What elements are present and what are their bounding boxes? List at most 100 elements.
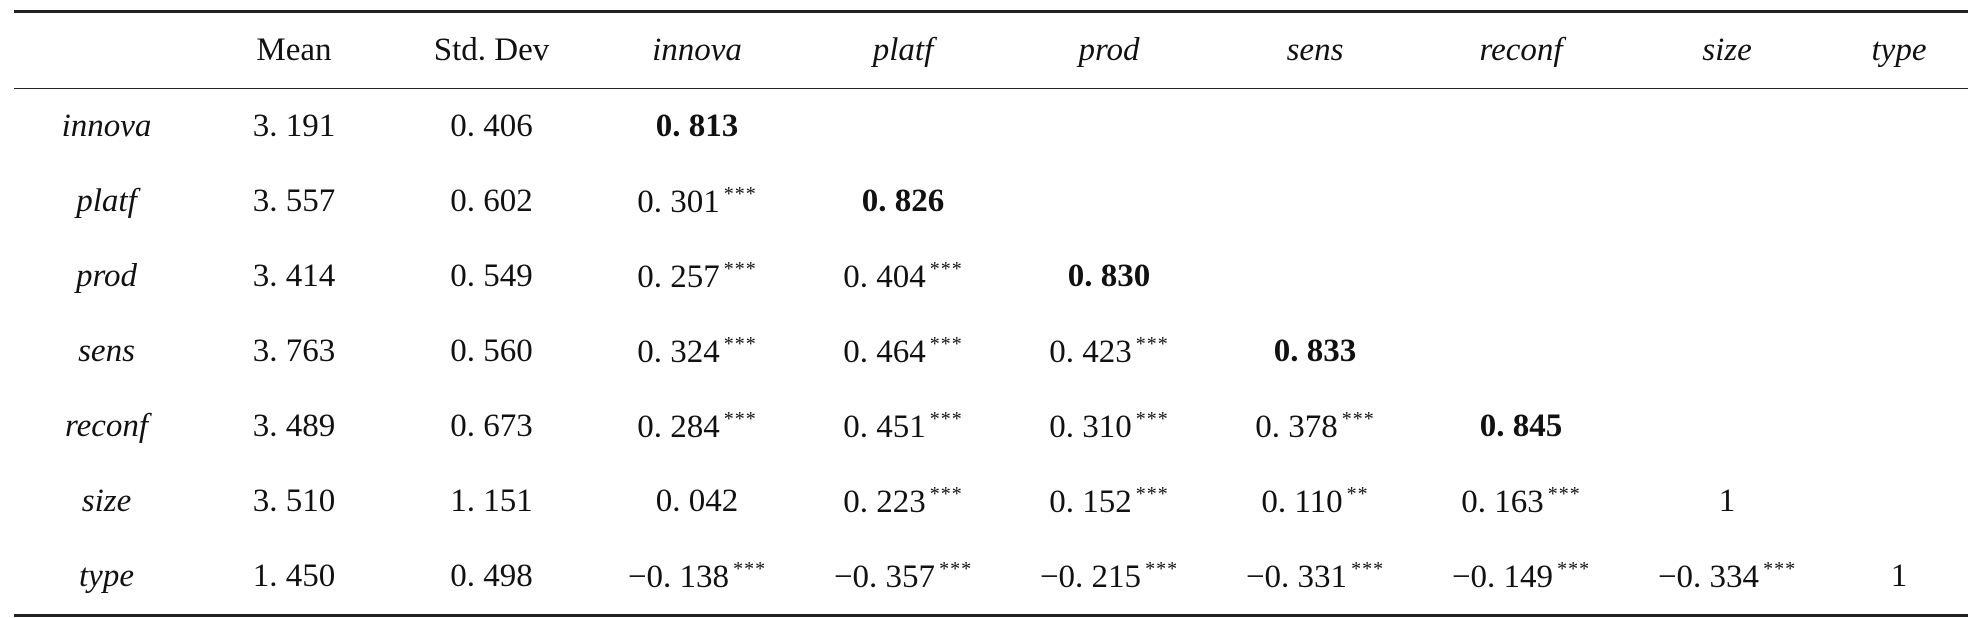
correlation-value: 0. 301 bbox=[637, 183, 720, 220]
correlation-value: 0. 284 bbox=[637, 408, 720, 445]
std-dev-cell: 0. 549 bbox=[450, 258, 533, 294]
correlation-cell bbox=[1212, 239, 1418, 314]
significance-stars: *** bbox=[1341, 407, 1375, 430]
correlation-cell bbox=[1418, 239, 1624, 314]
table-header-rule bbox=[14, 88, 1968, 89]
correlation-cell bbox=[1830, 164, 1968, 239]
correlation-value: 0. 464 bbox=[843, 333, 926, 370]
header-cell-platf: platf bbox=[872, 32, 934, 68]
correlation-cell: 0. 152 *** bbox=[1006, 464, 1212, 539]
significance-stars: *** bbox=[1135, 407, 1169, 430]
correlation-value: 0. 423 bbox=[1049, 333, 1132, 370]
correlation-cell: 0. 833 bbox=[1212, 314, 1418, 389]
std-dev-cell: 0. 673 bbox=[450, 408, 533, 444]
row-label: platf bbox=[76, 183, 137, 219]
significance-stars: *** bbox=[1557, 557, 1591, 580]
correlation-cell bbox=[1006, 164, 1212, 239]
correlation-cell: 0. 404 *** bbox=[800, 239, 1006, 314]
mean-cell: 1. 450 bbox=[252, 558, 336, 594]
row-label: innova bbox=[61, 108, 152, 144]
significance-stars: *** bbox=[1135, 482, 1169, 505]
correlation-cell: 0. 830 bbox=[1006, 239, 1212, 314]
significance-stars: *** bbox=[733, 557, 767, 580]
significance-stars: *** bbox=[1351, 557, 1385, 580]
header-cell-mean: Mean bbox=[256, 32, 332, 68]
correlation-cell bbox=[1830, 239, 1968, 314]
std-dev-cell: 1. 151 bbox=[450, 483, 533, 519]
correlation-value: −0. 215 bbox=[1039, 558, 1142, 595]
table-top-rule bbox=[14, 10, 1968, 13]
mean-cell: 3. 414 bbox=[252, 258, 336, 294]
correlation-cell bbox=[800, 89, 1006, 164]
correlation-cell: 0. 223 *** bbox=[800, 464, 1006, 539]
correlation-cell: −0. 215 *** bbox=[1006, 539, 1212, 614]
significance-stars: *** bbox=[723, 257, 757, 280]
correlation-cell bbox=[1830, 389, 1968, 464]
table-bottom-rule bbox=[14, 614, 1968, 617]
correlation-value: 0. 404 bbox=[843, 258, 926, 295]
table-row: size 3. 510 1. 151 0. 042 0. 223 *** 0. 152 ***… bbox=[14, 464, 1968, 539]
correlation-value: 0. 826 bbox=[861, 183, 945, 219]
row-label: type bbox=[79, 558, 134, 594]
mean-cell: 3. 191 bbox=[252, 108, 336, 144]
table-header: Mean Std. Dev innova platf prod sens rec… bbox=[14, 13, 1968, 89]
correlation-value: 0. 257 bbox=[637, 258, 720, 295]
correlation-value: 0. 451 bbox=[843, 408, 926, 445]
table-row: platf 3. 557 0. 602 0. 301 *** 0. 826 bbox=[14, 164, 1968, 239]
correlation-cell: 0. 324 *** bbox=[594, 314, 800, 389]
significance-stars: ** bbox=[1346, 482, 1369, 505]
correlation-value: 0. 152 bbox=[1049, 483, 1132, 520]
table-row: innova 3. 191 0. 406 0. 813 bbox=[14, 89, 1968, 164]
mean-cell: 3. 510 bbox=[252, 483, 336, 519]
table-body: innova 3. 191 0. 406 0. 813 platf 3. 557 0. 60… bbox=[14, 89, 1968, 614]
std-dev-cell: 0. 602 bbox=[450, 183, 533, 219]
correlation-value: 0. 310 bbox=[1049, 408, 1132, 445]
correlation-cell: 0. 826 bbox=[800, 164, 1006, 239]
correlation-value: 0. 833 bbox=[1273, 333, 1357, 369]
correlation-value: 0. 110 bbox=[1261, 483, 1343, 520]
correlation-cell: −0. 331 *** bbox=[1212, 539, 1418, 614]
header-cell-reconf: reconf bbox=[1479, 32, 1563, 68]
correlation-value: 0. 324 bbox=[637, 333, 720, 370]
table-row: type 1. 450 0. 498 −0. 138 *** −0. 357 *** −0. … bbox=[14, 539, 1968, 614]
significance-stars: *** bbox=[939, 557, 973, 580]
significance-stars: *** bbox=[1145, 557, 1179, 580]
correlation-cell: 0. 257 *** bbox=[594, 239, 800, 314]
correlation-cell: 0. 464 *** bbox=[800, 314, 1006, 389]
correlation-value: 0. 042 bbox=[655, 483, 739, 519]
correlation-cell: 0. 423 *** bbox=[1006, 314, 1212, 389]
correlation-cell: 0. 310 *** bbox=[1006, 389, 1212, 464]
correlation-cell: 1 bbox=[1830, 539, 1968, 614]
mean-cell: 3. 489 bbox=[252, 408, 336, 444]
header-cell-empty bbox=[14, 13, 199, 88]
correlation-value: −0. 331 bbox=[1245, 558, 1348, 595]
header-cell-innova: innova bbox=[652, 32, 742, 68]
correlation-cell: 1 bbox=[1624, 464, 1830, 539]
significance-stars: *** bbox=[929, 257, 963, 280]
std-dev-cell: 0. 406 bbox=[450, 108, 533, 144]
correlation-value: 0. 845 bbox=[1479, 408, 1563, 444]
correlation-cell: 0. 042 bbox=[594, 464, 800, 539]
correlation-cell: 0. 845 bbox=[1418, 389, 1624, 464]
header-cell-type: type bbox=[1871, 32, 1927, 68]
correlation-cell: 0. 301 *** bbox=[594, 164, 800, 239]
correlation-cell bbox=[1624, 314, 1830, 389]
significance-stars: *** bbox=[929, 482, 963, 505]
correlation-cell bbox=[1418, 314, 1624, 389]
row-label: sens bbox=[78, 333, 135, 369]
correlation-cell bbox=[1830, 314, 1968, 389]
correlation-value: −0. 334 bbox=[1657, 558, 1760, 595]
correlation-cell bbox=[1830, 89, 1968, 164]
correlation-table-container: Mean Std. Dev innova platf prod sens rec… bbox=[14, 10, 1968, 617]
correlation-cell bbox=[1624, 89, 1830, 164]
correlation-value: 0. 223 bbox=[843, 483, 926, 520]
correlation-cell bbox=[1624, 389, 1830, 464]
correlation-cell: 0. 378 *** bbox=[1212, 389, 1418, 464]
correlation-cell: −0. 138 *** bbox=[594, 539, 800, 614]
mean-cell: 3. 763 bbox=[252, 333, 336, 369]
row-label: reconf bbox=[64, 408, 149, 444]
correlation-value: 0. 378 bbox=[1255, 408, 1338, 445]
correlation-value: 0. 163 bbox=[1461, 483, 1544, 520]
row-label: size bbox=[81, 483, 132, 519]
significance-stars: *** bbox=[723, 332, 757, 355]
